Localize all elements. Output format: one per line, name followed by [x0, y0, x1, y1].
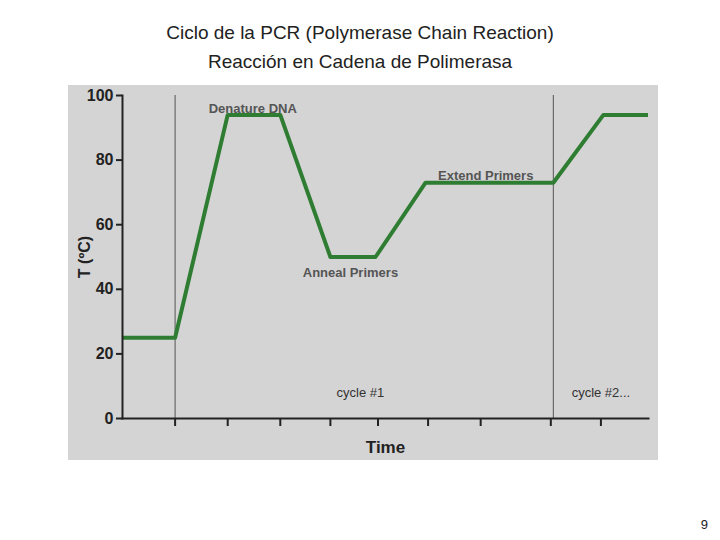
svg-text:Extend Primers: Extend Primers: [438, 168, 533, 183]
svg-text:cycle #1: cycle #1: [337, 385, 385, 400]
svg-text:Denature DNA: Denature DNA: [209, 101, 298, 116]
html-text:Reacción en Cadena de Polimera: Reacción en Cadena de Polimerasa: [207, 51, 513, 72]
html-text:9: 9: [700, 517, 708, 532]
html-text:Ciclo de la PCR (Polymerase Ch: Ciclo de la PCR (Polymerase Chain Reacti…: [166, 22, 554, 43]
svg-text:0: 0: [105, 410, 114, 427]
svg-text:T (ºC): T (ºC): [76, 236, 93, 278]
svg-text:40: 40: [96, 280, 114, 297]
svg-text:cycle #2...: cycle #2...: [572, 385, 631, 400]
svg-text:60: 60: [96, 216, 114, 233]
svg-text:20: 20: [96, 345, 114, 362]
svg-text:Time: Time: [366, 438, 405, 457]
svg-text:80: 80: [96, 151, 114, 168]
svg-text:Anneal Primers: Anneal Primers: [303, 265, 398, 280]
svg-text:100: 100: [87, 87, 114, 104]
